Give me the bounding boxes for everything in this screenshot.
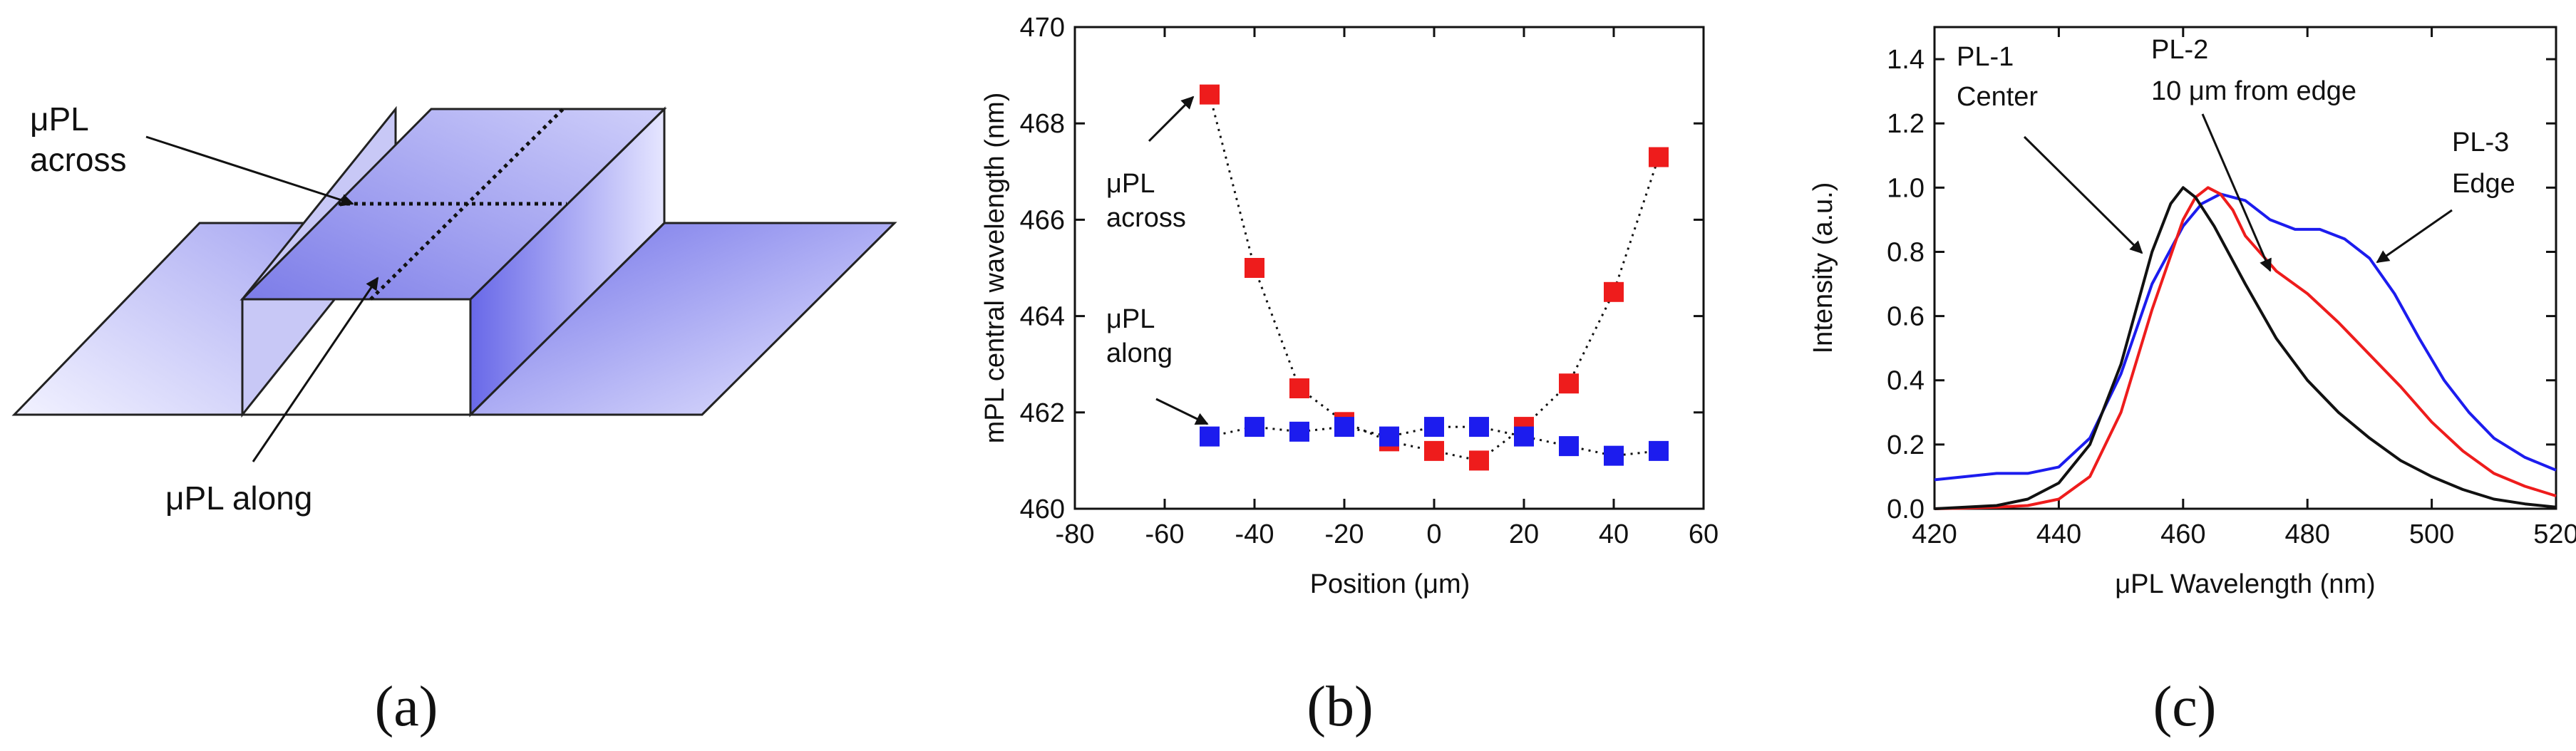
ridge-front-face — [241, 298, 472, 416]
plot-frame-b — [1073, 26, 1705, 510]
b-series-1-point — [1334, 417, 1354, 437]
b-series-0-point — [1200, 84, 1220, 105]
ylabel-b: mPL central wavelength (nm) — [980, 93, 1010, 444]
c-ytick-label: 0.8 — [1887, 237, 1925, 267]
series-points-b — [1200, 84, 1669, 471]
annot-pl3-line2: Edge — [2452, 169, 2515, 199]
annot-pl2-line2: 10 μm from edge — [2151, 76, 2356, 106]
xlabel-b: Position (μm) — [1310, 569, 1470, 599]
caption-a: (a) — [375, 675, 438, 738]
b-series-1-point — [1604, 445, 1624, 466]
b-xtick-label: 20 — [1509, 519, 1539, 549]
c-xtick-label: 420 — [1912, 519, 1957, 549]
b-series-0-point — [1245, 258, 1264, 278]
label-across-line1: μPL — [30, 100, 89, 138]
c-series-2-line — [1934, 192, 2557, 482]
annot-pl3-line1: PL-3 — [2452, 128, 2509, 157]
b-xtick-label: -60 — [1145, 519, 1185, 549]
b-series-0-point — [1649, 147, 1669, 167]
annot-pl1-arrow — [2023, 135, 2143, 254]
panel-b-chart: -80 -60 -40 -20 0 20 40 60 460 462 464 466 468 470 μP… — [980, 13, 1719, 599]
c-ytick-label: 0.6 — [1887, 302, 1925, 332]
c-xtick-label: 500 — [2409, 519, 2454, 549]
across-arrow — [145, 135, 354, 207]
b-xtick-label: -20 — [1325, 519, 1364, 549]
c-ytick-label: 1.0 — [1887, 173, 1925, 203]
annot-pl3-arrow — [2376, 209, 2453, 264]
b-series-1-point — [1379, 426, 1399, 447]
b-ytick-label: 460 — [1020, 494, 1065, 524]
annot-pl1-line1: PL-1 — [1957, 42, 2014, 72]
annot-across-arrow — [1148, 95, 1195, 143]
b-series-1-point — [1514, 426, 1534, 447]
annot-along-arrow — [1155, 398, 1209, 425]
c-ytick-label: 0.2 — [1887, 430, 1925, 460]
b-series-0-dotted-line — [1208, 94, 1660, 462]
annot-across-line1: μPL — [1106, 169, 1155, 199]
b-series-1-point — [1245, 417, 1264, 437]
tick-group-b: -80 -60 -40 -20 0 20 40 60 460 462 464 466 468 470 — [1020, 13, 1719, 549]
annot-across-line2: across — [1106, 203, 1186, 233]
series-lines-c — [1934, 186, 2557, 510]
b-series-0-point — [1289, 378, 1309, 398]
b-ytick-label: 466 — [1020, 205, 1065, 235]
along-scan-line — [369, 108, 565, 301]
b-series-0-point — [1604, 281, 1624, 302]
b-series-0-point — [1469, 450, 1489, 471]
b-ytick-label: 468 — [1020, 109, 1065, 139]
c-ytick-label: 0.0 — [1887, 494, 1925, 524]
annot-pl2-arrow — [2201, 113, 2272, 272]
c-xtick-label: 480 — [2284, 519, 2329, 549]
annot-pl2-line1: PL-2 — [2151, 35, 2208, 65]
b-series-1-point — [1469, 417, 1489, 437]
series-lines-b — [1208, 94, 1660, 462]
panel-a-ridge-diagram: μPL across μPL along — [11, 100, 897, 517]
b-series-1-point — [1424, 417, 1444, 437]
tick-group-c: 420 440 460 480 500 520 0.0 0.2 0.4 0.6 0.8 1.0 1.2 1… — [1887, 27, 2576, 549]
c-ytick-label: 0.4 — [1887, 366, 1925, 396]
b-series-0-point — [1424, 440, 1444, 461]
b-series-1-point — [1200, 426, 1220, 447]
b-ytick-label: 470 — [1020, 13, 1065, 43]
b-xtick-label: 60 — [1689, 519, 1719, 549]
c-series-1-line — [1934, 186, 2557, 510]
b-series-0-point — [1559, 373, 1579, 394]
label-across-line2: across — [30, 141, 126, 178]
b-xtick-label: 40 — [1599, 519, 1629, 549]
label-along: μPL along — [165, 480, 312, 517]
c-series-0-line — [1934, 186, 2557, 510]
annot-along-line1: μPL — [1106, 304, 1155, 334]
c-ytick-label: 1.4 — [1887, 45, 1925, 75]
c-xtick-label: 520 — [2533, 519, 2576, 549]
b-xtick-label: -80 — [1056, 519, 1095, 549]
caption-b: (b) — [1307, 675, 1373, 738]
b-xtick-label: 0 — [1426, 519, 1441, 549]
plot-frame-c — [1933, 26, 2557, 510]
c-ytick-label: 1.2 — [1887, 109, 1925, 139]
c-xtick-label: 460 — [2160, 519, 2205, 549]
annot-along-line2: along — [1106, 338, 1173, 368]
b-series-1-point — [1289, 421, 1309, 442]
annot-pl1-line2: Center — [1957, 82, 2038, 112]
b-ytick-label: 464 — [1020, 302, 1065, 332]
b-ytick-label: 462 — [1020, 398, 1065, 428]
b-series-1-point — [1649, 440, 1669, 461]
ylabel-c: Intensity (a.u.) — [1808, 182, 1838, 354]
xlabel-c: μPL Wavelength (nm) — [2115, 569, 2375, 599]
panel-c-chart: 420 440 460 480 500 520 0.0 0.2 0.4 0.6 0.8 1.0 1.2 1… — [1808, 26, 2576, 599]
c-xtick-label: 440 — [2036, 519, 2081, 549]
along-arrow — [252, 276, 379, 462]
caption-c: (c) — [2153, 675, 2217, 738]
b-series-1-point — [1559, 436, 1579, 457]
b-xtick-label: -40 — [1235, 519, 1274, 549]
